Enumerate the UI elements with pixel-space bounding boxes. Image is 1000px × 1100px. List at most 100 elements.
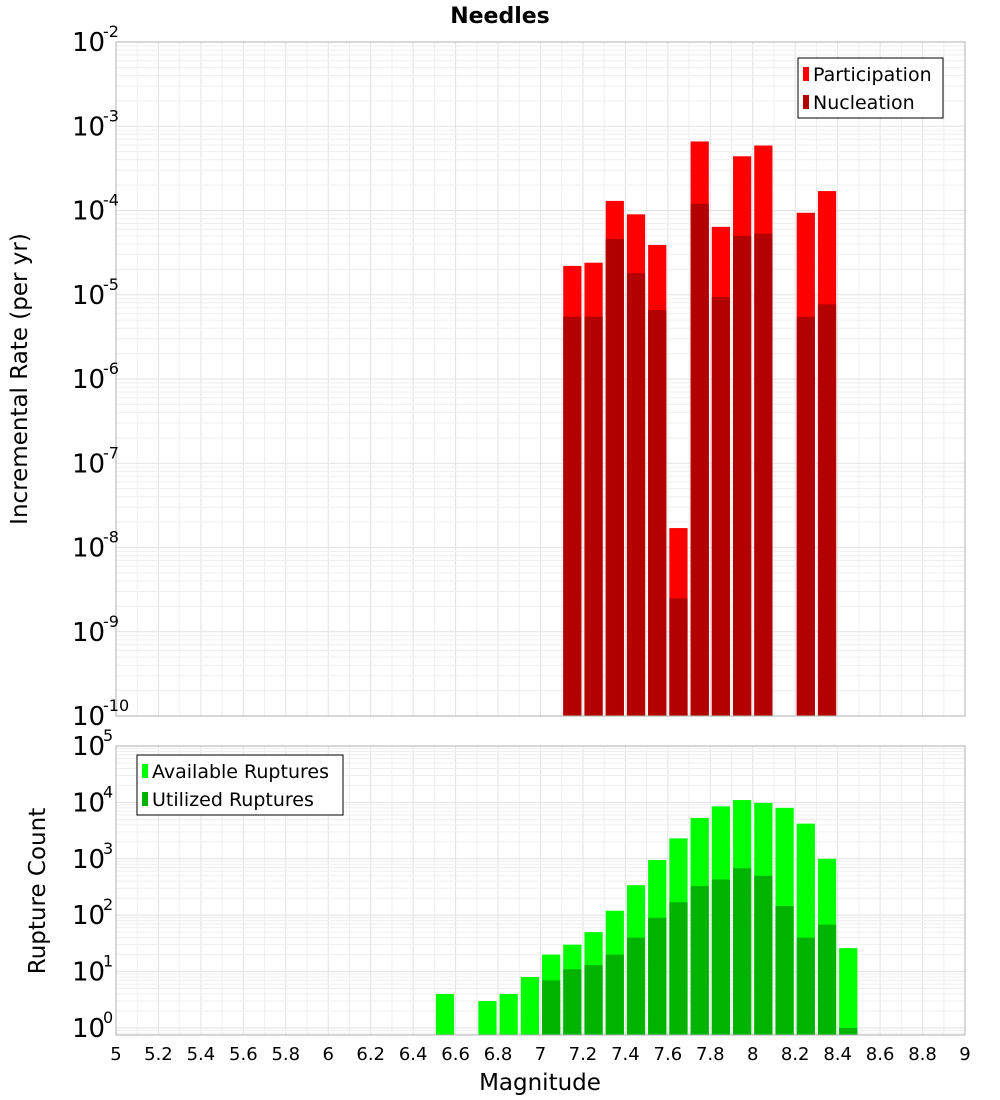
rate-legend-entry: Participation	[813, 64, 932, 86]
count-y-tick-label: 10	[72, 788, 105, 818]
count-y-tick-exponent: 2	[103, 895, 113, 914]
rate-bar-secondary	[817, 304, 837, 716]
count-legend-swatch	[142, 764, 148, 778]
rate-bar-secondary	[648, 309, 667, 716]
rate-legend-swatch	[803, 95, 809, 109]
count-legend-entry: Available Ruptures	[152, 761, 329, 783]
count-bar-secondary	[584, 965, 603, 1035]
count-bars	[435, 800, 858, 1035]
x-tick-label: 5.8	[271, 1044, 300, 1065]
count-bar-secondary	[775, 906, 794, 1035]
rate-y-tick-exponent: -2	[103, 22, 119, 41]
count-bar-primary	[839, 948, 858, 1035]
count-bar-secondary	[605, 954, 624, 1035]
x-tick-label: 7.4	[611, 1044, 640, 1065]
rate-y-tick-label: 10	[72, 365, 105, 395]
count-bar-primary	[478, 1001, 497, 1035]
rate-y-axis-label: Incremental Rate (per yr)	[7, 233, 33, 525]
rate-bar-secondary	[796, 316, 815, 716]
count-bar-secondary	[563, 969, 582, 1035]
x-tick-label: 6.2	[356, 1044, 385, 1065]
count-y-tick-exponent: 3	[103, 839, 113, 858]
count-bar-secondary	[690, 885, 709, 1035]
rate-legend-swatch	[803, 67, 809, 81]
count-y-tick-exponent: 4	[103, 782, 113, 801]
count-bar-secondary	[648, 917, 667, 1035]
count-bar-secondary	[733, 868, 752, 1035]
rate-y-tick-exponent: -5	[103, 275, 119, 294]
x-ticks: 5 5.2 5.4 5.6 5.8 6 6.2 6.4 6.6 6.8 7 7.2 7.4 7.6 7.8 8…	[110, 1044, 970, 1065]
rate-bar-secondary	[711, 297, 731, 716]
rate-y-tick-exponent: -7	[103, 443, 119, 462]
rate-bar-secondary	[563, 316, 582, 716]
rate-y-tick-exponent: -3	[103, 106, 119, 125]
x-tick-label: 6	[323, 1044, 334, 1065]
count-plot-frame	[115, 745, 966, 1036]
count-y-tick-exponent: 0	[103, 1008, 113, 1027]
count-legend-box	[136, 754, 344, 816]
rate-y-tick-label: 10	[72, 534, 105, 564]
count-bar-primary	[499, 994, 518, 1035]
count-y-tick-label: 10	[72, 845, 105, 875]
rate-bar-secondary	[584, 316, 603, 716]
count-legend-entry: Utilized Ruptures	[152, 789, 314, 811]
x-tick-label: 5.4	[187, 1044, 216, 1065]
rate-y-tick-label: 10	[72, 449, 105, 479]
rate-grid	[115, 41, 966, 717]
x-tick-label: 8	[747, 1044, 758, 1065]
count-legend-swatch	[142, 792, 148, 806]
count-bar-secondary	[754, 875, 773, 1035]
count-bar-secondary	[542, 980, 561, 1035]
x-tick-label: 6.6	[441, 1044, 470, 1065]
rate-y-tick-exponent: -6	[103, 359, 119, 378]
count-bar-primary	[520, 977, 539, 1035]
x-tick-label: 5	[110, 1044, 121, 1065]
rate-bar-secondary	[626, 273, 646, 716]
count-legend: Available Ruptures Utilized Ruptures	[136, 754, 344, 816]
x-axis-label: Magnitude	[479, 1070, 601, 1096]
x-tick-label: 6.4	[399, 1044, 428, 1065]
x-tick-label: 8.8	[908, 1044, 937, 1065]
rate-y-tick-label: 10	[72, 281, 105, 311]
count-bar-primary	[435, 994, 455, 1035]
count-y-tick-label: 10	[72, 901, 105, 931]
rate-bar-secondary	[733, 235, 752, 717]
rate-bar-secondary	[754, 233, 773, 717]
x-tick-label: 8.2	[781, 1044, 810, 1065]
chart-title: Needles	[450, 4, 550, 29]
rate-y-tick-exponent: -9	[103, 612, 119, 631]
rate-bar-secondary	[669, 598, 688, 716]
count-y-tick-exponent: 5	[103, 726, 113, 745]
count-y-tick-label: 10	[72, 732, 105, 762]
x-tick-label: 7.8	[696, 1044, 725, 1065]
x-tick-label: 5.2	[144, 1044, 173, 1065]
x-tick-label: 5.6	[229, 1044, 258, 1065]
rate-bars	[563, 141, 837, 717]
rate-y-tick-label: 10	[72, 28, 105, 58]
rate-legend-box	[797, 57, 944, 119]
count-bar-secondary	[711, 879, 731, 1035]
rate-bar-secondary	[605, 238, 624, 716]
count-bar-secondary	[626, 937, 646, 1035]
rate-y-tick-label: 10	[72, 197, 105, 227]
rate-plot-frame	[115, 41, 966, 717]
rate-y-tick-label: 10	[72, 618, 105, 648]
x-tick-label: 9	[959, 1044, 970, 1065]
rate-y-tick-exponent: -4	[103, 191, 119, 210]
x-tick-label: 6.8	[484, 1044, 513, 1065]
rate-bar-secondary	[690, 203, 709, 716]
x-tick-label: 8.4	[823, 1044, 852, 1065]
rate-y-tick-label: 10	[72, 702, 105, 732]
count-bar-secondary	[817, 924, 837, 1035]
count-bar-secondary	[669, 902, 688, 1035]
count-bar-secondary	[796, 937, 815, 1035]
count-y-axis-label: Rupture Count	[25, 808, 51, 974]
rate-y-tick-label: 10	[72, 112, 105, 142]
x-tick-label: 8.6	[866, 1044, 895, 1065]
count-bar-secondary	[839, 1027, 858, 1035]
